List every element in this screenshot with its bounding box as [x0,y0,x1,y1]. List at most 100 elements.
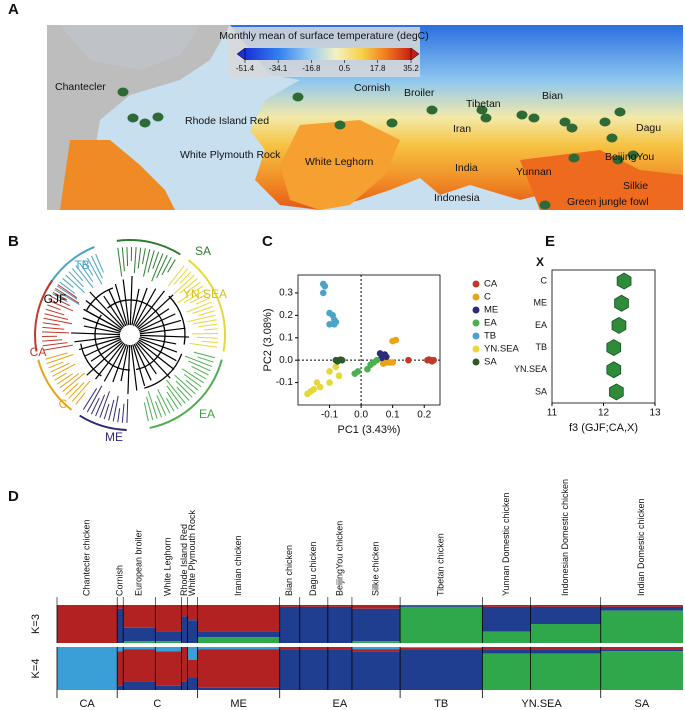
point [425,356,433,363]
tree-leaf [157,389,171,414]
tree-leaf [147,390,158,419]
x-tick-label: 0.1 [386,410,400,421]
ancestry-segment [327,649,352,690]
tree-leaf [184,355,213,368]
plot-frame [551,269,656,404]
ancestry-segment [530,606,601,624]
estimate-marker [611,316,627,334]
population-label: Chantecler chicken [81,519,91,596]
point [389,337,396,345]
point [326,379,333,386]
tree-leaf [166,391,179,410]
clade-arc [116,239,181,256]
legend-label: EA [484,318,497,329]
ancestry-segment [181,647,188,682]
sample-site [426,105,438,115]
tree-branch [84,338,122,357]
tree-leaf [156,395,167,416]
tree-branch [136,341,171,379]
tree-leaf [185,281,201,294]
colorbar-tick-label: -34.1 [269,64,288,73]
tree-leaf [167,259,176,273]
population-label: Bian chicken [284,545,294,596]
tree-branch [138,313,176,332]
clade-label: ME [105,430,123,444]
ancestry-segment [530,649,601,654]
ancestry-segment [400,605,483,607]
ancestry-segment [117,608,124,643]
tree-leaf [152,251,160,269]
clade-label: EA [199,407,215,421]
ancestry-segment [155,685,182,690]
tree-leaf [48,361,64,369]
tree-leaf [68,271,84,288]
breed-label: Broiler [404,87,435,99]
column-header: X [536,255,544,269]
sample-site [614,107,626,117]
tree-branch [86,341,124,376]
ancestry-segment [155,647,182,652]
group-label: EA [333,698,348,710]
population-label: Cornish [115,565,125,596]
tree-branch [86,287,114,311]
ancestry-segment [155,605,182,632]
panel-label: E [545,233,555,250]
population-label: Tibetan chicken [436,533,446,596]
tree-leaf [52,293,68,303]
tree-branch [103,343,126,382]
population-label: Iranian chicken [233,535,243,596]
legend-label: CA [484,279,498,290]
ancestry-segment [155,651,182,686]
legend-marker [472,293,480,301]
tree-leaf [126,398,129,423]
colorbar-arrow [410,47,420,61]
tree-branch [139,319,182,333]
point [332,363,340,371]
tree-leaf [90,397,100,415]
tree-branch [137,308,170,330]
ancestry-segment [57,647,118,690]
clade-arc [149,359,223,429]
ancestry-segment [400,605,483,606]
ancestry-segment [117,685,124,690]
tree-branch [78,337,121,351]
breed-label: Green jungle fowl [567,196,649,208]
point [335,372,343,380]
clade-label: CA [30,345,47,359]
tree-leaf [189,293,208,304]
ancestry-segment [117,605,124,609]
point [313,379,321,386]
ancestry-segment [600,647,683,650]
x-tick-label: 12 [598,408,610,419]
tree-leaf [137,247,142,269]
sample-site [568,153,580,163]
point [321,282,329,290]
tree-branch [122,279,130,326]
tree-leaf [54,289,80,306]
tree-leaf [95,394,106,417]
group-label: TB [434,698,448,710]
tree-leaf [50,362,70,373]
ancestry-segment [351,605,401,609]
breed-label: Rhode Island Red [185,115,269,127]
breed-label: Iran [453,123,471,135]
breed-label: Tibetan [466,98,501,110]
population-label: Indonesian Domestic chicken [560,479,570,596]
clade-label: C [59,397,68,411]
ancestry-segment [123,681,156,690]
sample-site [139,118,151,128]
sample-site [528,113,540,123]
ancestry-segment [600,649,683,652]
x-tick-label: -0.1 [321,410,339,421]
tree-leaf [46,354,74,365]
sample-site [612,155,624,165]
legend-marker [472,319,480,327]
sample-site [559,117,571,127]
group-label: C [153,698,161,710]
tree-leaf [42,339,63,342]
ancestry-segment [279,605,300,607]
tree-leaf [57,284,78,299]
tree-leaf [198,310,215,316]
tree-leaf [59,281,76,294]
tree-leaf [75,392,86,405]
